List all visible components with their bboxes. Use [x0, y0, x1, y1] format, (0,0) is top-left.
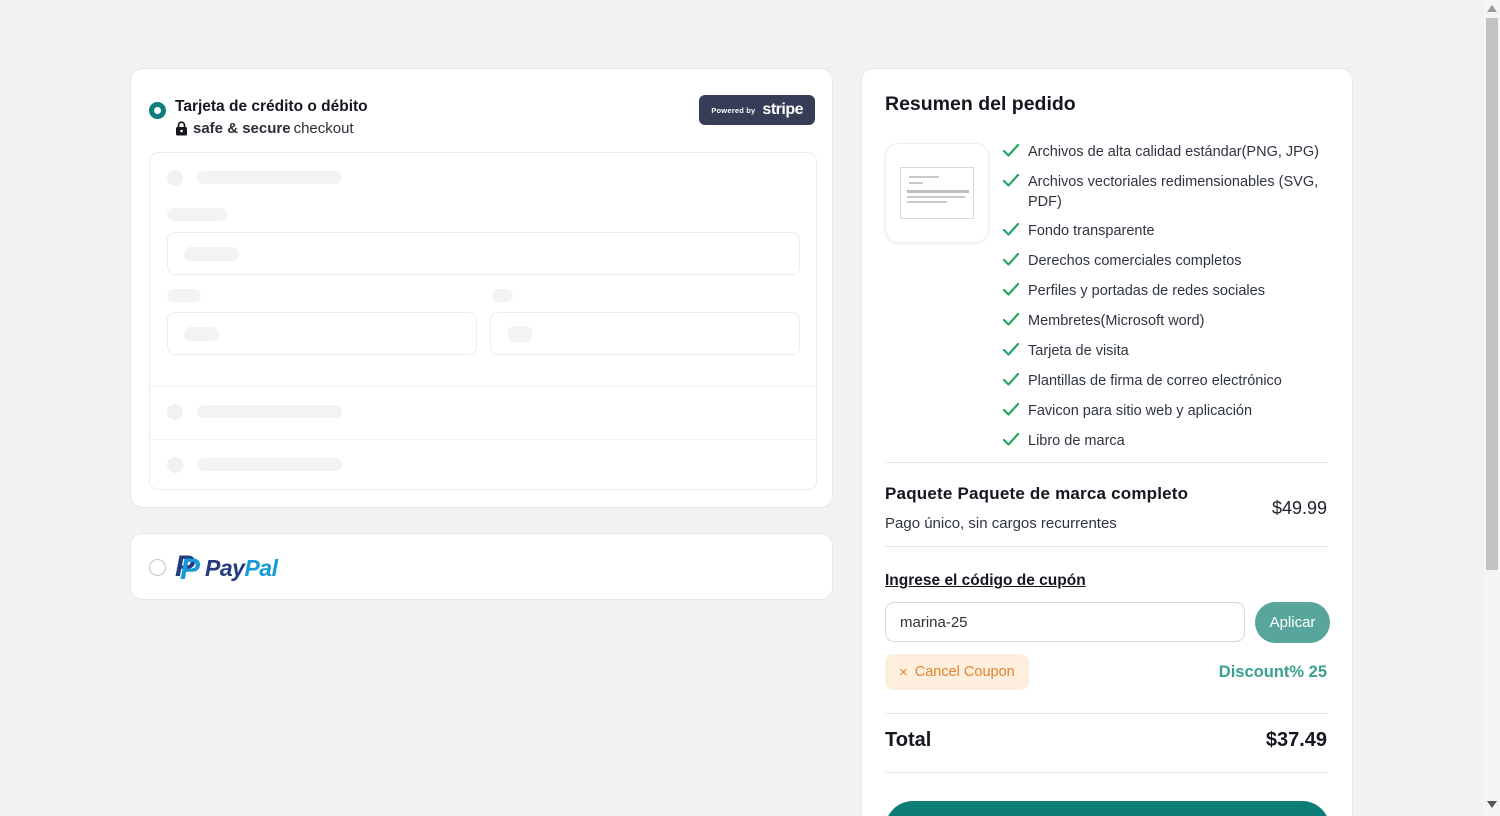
- skeleton-input-expiry: [167, 312, 477, 355]
- skeleton-bar: [197, 405, 342, 418]
- paypal-word-pal: Pal: [244, 554, 278, 581]
- check-icon: [1002, 173, 1020, 212]
- check-icon: [1002, 432, 1020, 452]
- payment-option-card[interactable]: Tarjeta de crédito o débito safe & secur…: [130, 68, 833, 508]
- feature-label: Archivos de alta calidad estándar(PNG, J…: [1028, 144, 1319, 160]
- cancel-coupon-label: Cancel Coupon: [914, 664, 1015, 680]
- skeleton-label: [167, 289, 201, 302]
- paypal-logo: P P PayPal: [175, 550, 278, 586]
- total-row: Total $37.49: [885, 729, 1327, 752]
- card-option-title: Tarjeta de crédito o débito: [175, 98, 368, 115]
- feature-label: Libro de marca: [1028, 433, 1125, 449]
- stripe-logo: stripe: [762, 101, 803, 118]
- feature-item: Plantillas de firma de correo electrónic…: [1002, 371, 1332, 392]
- scrollbar-down-arrow[interactable]: [1487, 801, 1497, 808]
- secure-bold-text: safe & secure: [193, 120, 291, 137]
- paypal-radio[interactable]: [149, 559, 166, 576]
- skeleton-bar: [197, 171, 342, 184]
- stripe-badge: Powered by stripe: [699, 95, 815, 125]
- skeleton-circle: [167, 170, 183, 186]
- feature-label: Tarjeta de visita: [1028, 343, 1129, 359]
- package-price: $49.99: [1271, 498, 1327, 518]
- feature-item: Archivos de alta calidad estándar(PNG, J…: [1002, 142, 1332, 163]
- feature-list: Archivos de alta calidad estándar(PNG, J…: [1002, 142, 1332, 452]
- paypal-word-pay: Pay: [205, 554, 245, 581]
- feature-label: Favicon para sitio web y aplicación: [1028, 403, 1253, 419]
- check-icon: [1002, 342, 1020, 362]
- skeleton-placeholder: [184, 327, 219, 341]
- feature-item: Fondo transparente: [1002, 221, 1332, 242]
- secure-rest-text: checkout: [293, 120, 354, 137]
- feature-item: Perfiles y portadas de redes sociales: [1002, 281, 1332, 302]
- feature-item: Archivos vectoriales redimensionables (S…: [1002, 172, 1332, 212]
- thumbnail-document: [900, 167, 974, 219]
- discount-badge: Discount% 25: [1218, 662, 1327, 681]
- divider: [885, 462, 1328, 463]
- check-icon: [1002, 372, 1020, 392]
- coupon-code-input[interactable]: [885, 602, 1245, 642]
- feature-item: Favicon para sitio web y aplicación: [1002, 401, 1332, 422]
- skeleton-divider: [150, 439, 816, 440]
- scrollbar[interactable]: [1484, 0, 1500, 816]
- skeleton-placeholder: [508, 326, 532, 342]
- skeleton-input-card-number: [167, 232, 800, 275]
- check-icon: [1002, 312, 1020, 332]
- skeleton-circle: [167, 457, 183, 473]
- skeleton-input-cvc: [490, 312, 800, 355]
- checkout-button[interactable]: [885, 801, 1330, 816]
- order-summary-card: Resumen del pedido Archivos de alta cali…: [861, 68, 1353, 816]
- lock-icon: [175, 121, 188, 136]
- check-icon: [1002, 222, 1020, 242]
- skeleton-label: [167, 208, 227, 221]
- feature-label: Perfiles y portadas de redes sociales: [1028, 283, 1265, 299]
- divider: [885, 546, 1328, 547]
- card-form-skeleton: [149, 152, 817, 490]
- skeleton-divider: [150, 386, 816, 387]
- total-value: $37.49: [1265, 729, 1327, 751]
- card-radio-selected[interactable]: [149, 102, 166, 119]
- total-label: Total: [885, 729, 932, 751]
- paypal-mark-icon: P P: [175, 550, 201, 586]
- check-icon: [1002, 143, 1020, 163]
- feature-label: Plantillas de firma de correo electrónic…: [1028, 373, 1282, 389]
- scrollbar-thumb[interactable]: [1486, 18, 1498, 570]
- product-thumbnail: [885, 143, 989, 243]
- package-name: Paquete Paquete de marca completo: [885, 484, 1189, 503]
- check-icon: [1002, 402, 1020, 422]
- check-icon: [1002, 252, 1020, 272]
- paypal-wordmark: PayPal: [205, 554, 278, 582]
- skeleton-label: [492, 289, 513, 302]
- feature-label: Membretes(Microsoft word): [1028, 313, 1205, 329]
- apply-coupon-button[interactable]: Aplicar: [1255, 602, 1330, 643]
- feature-item: Derechos comerciales completos: [1002, 251, 1332, 272]
- skeleton-circle: [167, 404, 183, 420]
- feature-item: Membretes(Microsoft word): [1002, 311, 1332, 332]
- skeleton-bar: [197, 458, 342, 471]
- cancel-coupon-button[interactable]: × Cancel Coupon: [885, 654, 1029, 690]
- paypal-mark-back: P: [175, 550, 196, 583]
- check-icon: [1002, 282, 1020, 302]
- divider: [885, 772, 1328, 773]
- feature-label: Derechos comerciales completos: [1028, 253, 1242, 269]
- feature-item: Libro de marca: [1002, 431, 1332, 452]
- coupon-status-row: × Cancel Coupon Discount% 25: [885, 654, 1327, 690]
- feature-label: Fondo transparente: [1028, 223, 1155, 239]
- paypal-mark-front: P: [180, 553, 201, 586]
- skeleton-placeholder: [184, 247, 239, 261]
- coupon-code-label[interactable]: Ingrese el código de cupón: [885, 572, 1086, 589]
- divider: [885, 713, 1328, 714]
- scrollbar-up-arrow[interactable]: [1487, 5, 1497, 12]
- stripe-powered-label: Powered by: [711, 105, 756, 115]
- package-subtitle: Pago único, sin cargos recurrentes: [885, 515, 1117, 532]
- order-summary-title: Resumen del pedido: [885, 93, 1076, 115]
- paypal-option-card[interactable]: P P PayPal: [130, 533, 833, 600]
- secure-checkout-line: safe & secure checkout: [175, 120, 354, 137]
- feature-item: Tarjeta de visita: [1002, 341, 1332, 362]
- feature-label: Archivos vectoriales redimensionables (S…: [1028, 174, 1319, 210]
- close-icon: ×: [899, 663, 908, 681]
